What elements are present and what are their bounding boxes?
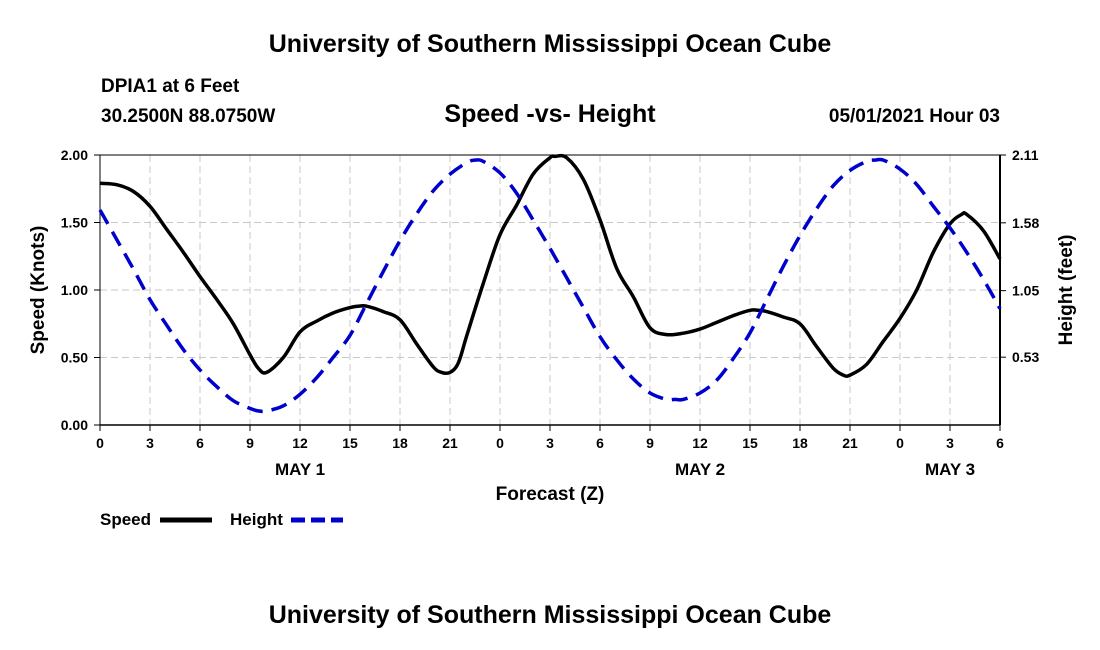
x-tick-label: 21: [842, 435, 858, 451]
y-left-tick-label: 0.00: [61, 417, 88, 433]
station-label: DPIA1 at 6 Feet: [101, 76, 240, 97]
x-tick-label: 3: [146, 435, 154, 451]
y-right-tick-label: 2.11: [1012, 147, 1039, 163]
x-tick-label: 6: [996, 435, 1004, 451]
x-tick-label: 18: [392, 435, 408, 451]
x-axis-label: Forecast (Z): [496, 484, 605, 505]
coordinates-label: 30.2500N 88.0750W: [101, 106, 276, 127]
day-label: MAY 1: [275, 460, 325, 479]
y-left-tick-label: 1.00: [61, 282, 88, 298]
footer-title: University of Southern Mississippi Ocean…: [268, 601, 832, 629]
x-tick-label: 21: [442, 435, 458, 451]
x-tick-label: 0: [96, 435, 104, 451]
x-tick-label: 0: [896, 435, 904, 451]
y-axis-left-label: Speed (Knots): [28, 226, 49, 355]
x-tick-label: 3: [546, 435, 554, 451]
x-tick-label: 15: [342, 435, 358, 451]
x-tick-label: 12: [292, 435, 308, 451]
height-series-line: [98, 157, 1002, 414]
x-tick-label: 0: [496, 435, 504, 451]
grid-lines: [100, 155, 1000, 425]
x-tick-label: 9: [246, 435, 254, 451]
legend: Speed Height: [100, 510, 343, 529]
speed-series-line: [99, 153, 1002, 378]
legend-height-label: Height: [230, 510, 283, 529]
series-lines: [98, 153, 1002, 414]
x-tick-label: 6: [596, 435, 604, 451]
day-label: MAY 3: [925, 460, 975, 479]
day-label: MAY 2: [675, 460, 725, 479]
tick-marks: 0 3 6 9 12 15 18 21 0 3 6 9 12 15 18 21 0 3 6 MAY 1 MAY 2 MAY…: [61, 147, 1040, 479]
y-left-tick-label: 2.00: [61, 147, 88, 163]
y-right-tick-label: 0.53: [1012, 349, 1039, 365]
x-tick-label: 9: [646, 435, 654, 451]
y-right-tick-label: 1.58: [1012, 215, 1039, 231]
legend-speed-label: Speed: [100, 510, 151, 529]
x-tick-label: 6: [196, 435, 204, 451]
chart-title: Speed -vs- Height: [444, 100, 656, 128]
y-left-tick-label: 1.50: [61, 215, 88, 231]
y-axis-right-label: Height (feet): [1056, 235, 1077, 346]
x-tick-label: 3: [946, 435, 954, 451]
datetime-label: 05/01/2021 Hour 03: [828, 106, 1000, 127]
x-tick-label: 12: [692, 435, 708, 451]
x-tick-label: 15: [742, 435, 758, 451]
y-left-tick-label: 0.50: [61, 350, 88, 366]
x-tick-label: 18: [792, 435, 808, 451]
page-title: University of Southern Mississippi Ocean…: [268, 30, 832, 58]
y-right-tick-label: 1.05: [1012, 283, 1039, 299]
